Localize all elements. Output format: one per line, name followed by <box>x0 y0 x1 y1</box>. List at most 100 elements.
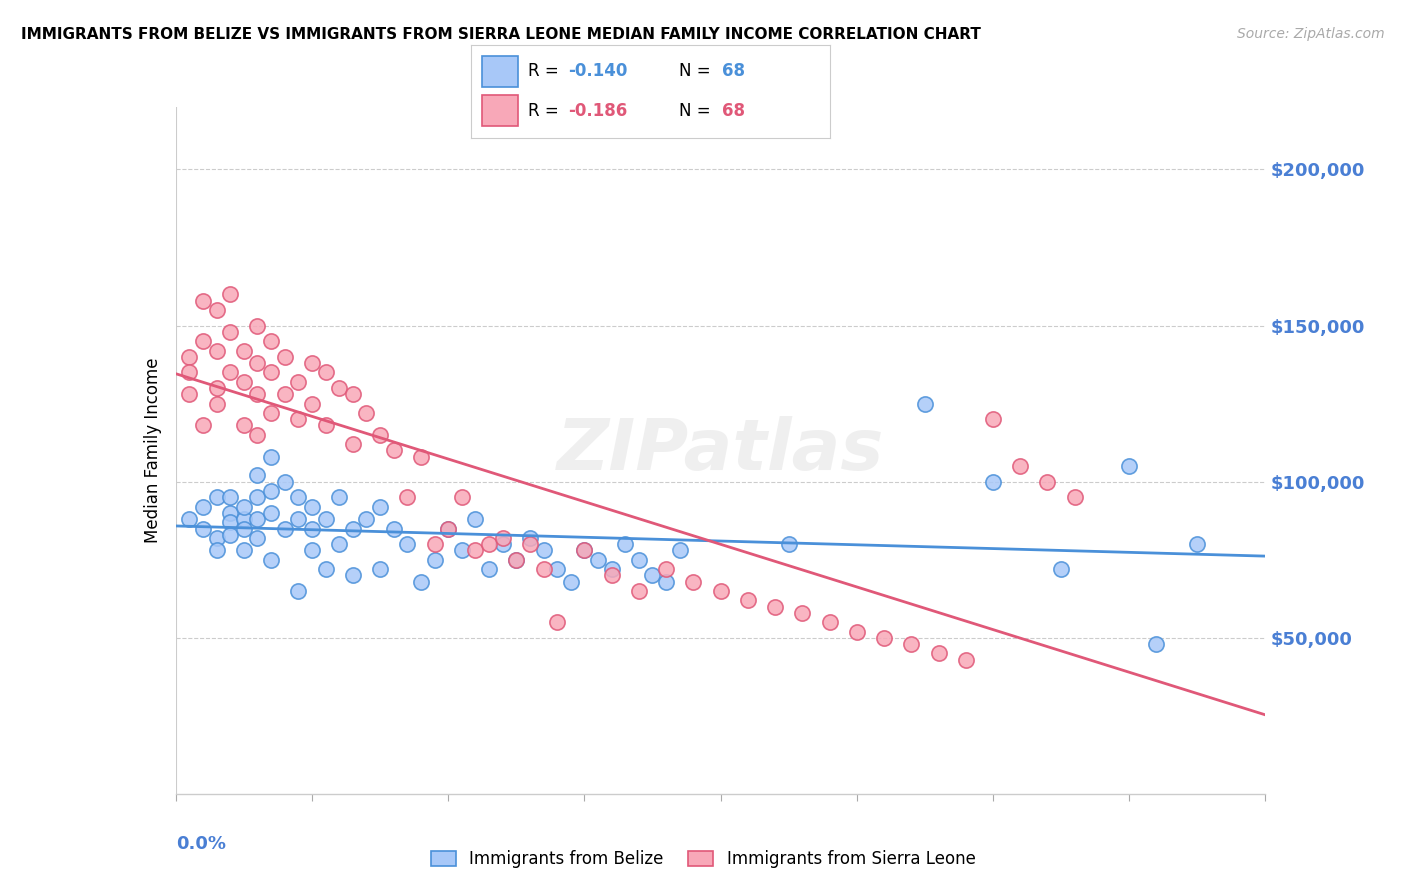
Point <box>914 396 936 410</box>
Point <box>246 512 269 526</box>
Point <box>274 387 297 401</box>
Point <box>205 303 228 318</box>
Point <box>219 506 242 520</box>
Text: R =: R = <box>529 62 564 79</box>
Point <box>614 537 637 551</box>
Point <box>900 637 922 651</box>
Text: Source: ZipAtlas.com: Source: ZipAtlas.com <box>1237 27 1385 41</box>
Point <box>232 418 254 433</box>
Point <box>301 500 323 514</box>
Point <box>845 624 868 639</box>
Point <box>492 531 515 545</box>
Point <box>981 412 1004 426</box>
Point <box>342 521 364 535</box>
Point <box>301 356 323 370</box>
Point <box>191 500 214 514</box>
Point <box>627 583 650 598</box>
Point <box>368 562 391 576</box>
Point <box>668 543 690 558</box>
Text: R =: R = <box>529 102 564 120</box>
Point <box>232 512 254 526</box>
Point <box>641 568 664 582</box>
Point <box>301 543 323 558</box>
Point <box>505 552 527 567</box>
Point <box>246 318 269 333</box>
Point <box>409 450 432 464</box>
Point <box>246 531 269 545</box>
Point <box>219 366 242 380</box>
Point <box>260 366 283 380</box>
Point <box>232 521 254 535</box>
Point <box>342 437 364 451</box>
Text: 68: 68 <box>723 62 745 79</box>
Point <box>710 583 733 598</box>
Text: -0.140: -0.140 <box>568 62 627 79</box>
Point <box>423 537 446 551</box>
Point <box>232 500 254 514</box>
Point <box>246 490 269 504</box>
Point <box>981 475 1004 489</box>
Point <box>219 515 242 529</box>
Point <box>1010 458 1032 473</box>
Point <box>546 562 568 576</box>
Point <box>546 615 568 630</box>
Point <box>792 606 814 620</box>
Y-axis label: Median Family Income: Median Family Income <box>143 358 162 543</box>
Text: ZIPatlas: ZIPatlas <box>557 416 884 485</box>
Point <box>191 293 214 308</box>
Point <box>315 418 337 433</box>
Point <box>737 593 759 607</box>
Point <box>437 521 460 535</box>
Point <box>1063 490 1085 504</box>
Point <box>478 537 501 551</box>
Point <box>179 512 201 526</box>
Point <box>519 537 541 551</box>
Point <box>246 427 269 442</box>
Point <box>464 543 486 558</box>
Point <box>450 543 472 558</box>
Point <box>655 574 678 589</box>
Point <box>260 552 283 567</box>
Point <box>928 646 950 660</box>
Point <box>179 350 201 364</box>
Point <box>287 512 309 526</box>
Point <box>342 568 364 582</box>
Text: N =: N = <box>679 102 716 120</box>
Bar <box>482 56 517 87</box>
Text: 68: 68 <box>723 102 745 120</box>
Point <box>191 521 214 535</box>
Point <box>356 512 378 526</box>
Point <box>342 387 364 401</box>
Point <box>205 396 228 410</box>
Point <box>328 381 350 395</box>
Point <box>1036 475 1059 489</box>
Point <box>260 450 283 464</box>
Point <box>450 490 472 504</box>
Point <box>778 537 800 551</box>
Point <box>574 543 596 558</box>
Point <box>328 537 350 551</box>
Point <box>274 521 297 535</box>
Point <box>818 615 841 630</box>
Point <box>533 562 555 576</box>
Point <box>492 537 515 551</box>
Point <box>368 427 391 442</box>
Point <box>205 543 228 558</box>
Point <box>219 325 242 339</box>
Point <box>382 443 405 458</box>
Point <box>179 366 201 380</box>
Legend: Immigrants from Belize, Immigrants from Sierra Leone: Immigrants from Belize, Immigrants from … <box>423 844 983 875</box>
Point <box>274 475 297 489</box>
Point <box>437 521 460 535</box>
Point <box>586 552 609 567</box>
Point <box>260 506 283 520</box>
Point <box>533 543 555 558</box>
Point <box>274 350 297 364</box>
Point <box>627 552 650 567</box>
Point <box>205 531 228 545</box>
Point <box>356 406 378 420</box>
Point <box>260 334 283 348</box>
Point <box>873 631 896 645</box>
Point <box>205 490 228 504</box>
Point <box>246 387 269 401</box>
